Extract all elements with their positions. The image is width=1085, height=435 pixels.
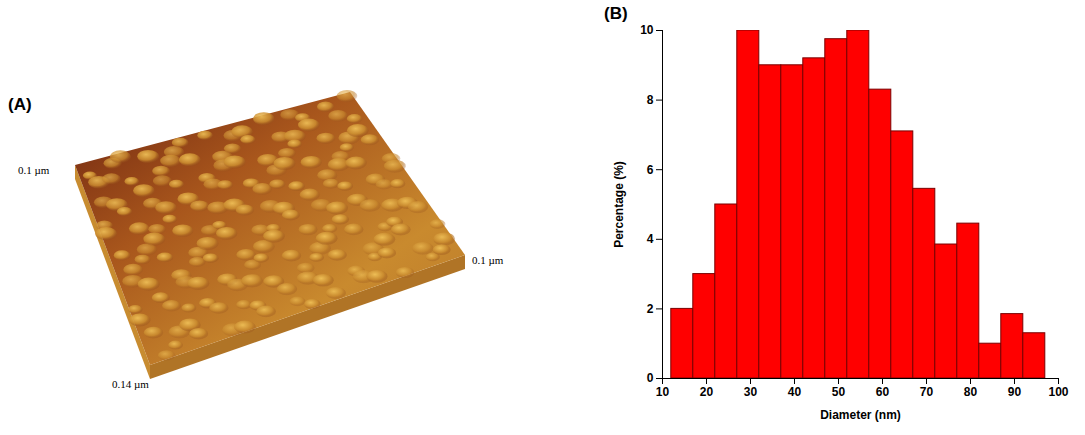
svg-text:8: 8 [647, 93, 654, 107]
svg-text:0.1 µm: 0.1 µm [18, 164, 50, 176]
svg-text:100: 100 [1048, 385, 1068, 399]
svg-text:Diameter (nm): Diameter (nm) [820, 408, 901, 422]
svg-text:6: 6 [647, 163, 654, 177]
svg-text:(A): (A) [8, 95, 32, 114]
svg-text:70: 70 [920, 385, 934, 399]
svg-text:0.14 µm: 0.14 µm [112, 378, 149, 390]
svg-text:30: 30 [744, 385, 758, 399]
svg-text:10: 10 [656, 385, 670, 399]
svg-text:0: 0 [647, 371, 654, 385]
svg-text:Percentage (%): Percentage (%) [612, 161, 626, 248]
svg-text:80: 80 [964, 385, 978, 399]
svg-text:60: 60 [876, 385, 890, 399]
svg-text:2: 2 [647, 302, 654, 316]
svg-text:40: 40 [788, 385, 802, 399]
html-text:(B): (B) [604, 4, 628, 23]
svg-text:90: 90 [1008, 385, 1022, 399]
svg-text:4: 4 [647, 232, 654, 246]
svg-text:0.1 µm: 0.1 µm [472, 254, 504, 266]
svg-text:50: 50 [832, 385, 846, 399]
svg-text:10: 10 [640, 23, 654, 37]
svg-text:20: 20 [700, 385, 714, 399]
